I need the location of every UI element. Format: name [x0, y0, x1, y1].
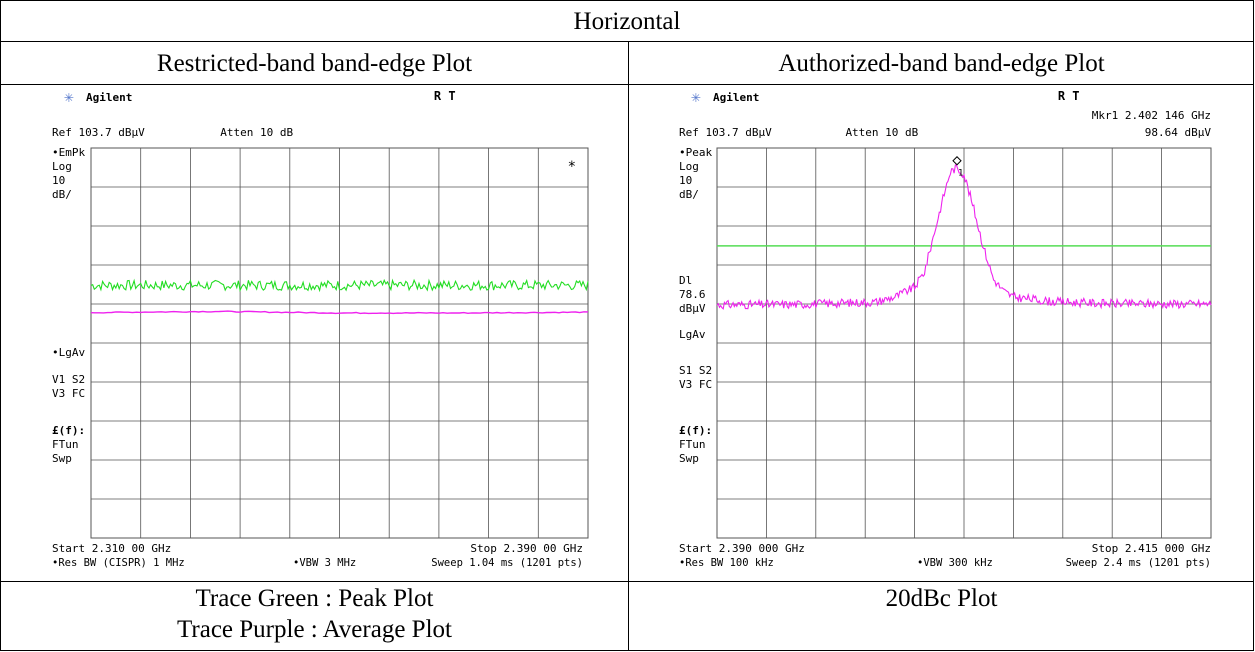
- left-column-header: Restricted-band band-edge Plot: [156, 50, 473, 77]
- side-label: •LgAv: [52, 346, 85, 359]
- side-label: V3 FC: [52, 387, 85, 400]
- side-label: 78.6: [679, 288, 706, 301]
- status-label: R T: [1058, 89, 1080, 103]
- agilent-logo-icon: ✳: [64, 87, 74, 106]
- brand-label: Agilent: [86, 91, 132, 104]
- side-label: Dl: [679, 274, 692, 287]
- footer-peak-note: Trace Green : Peak Plot: [195, 585, 434, 612]
- ref-level-label: Ref 103.7 dBµV: [52, 126, 145, 139]
- right-column-header: Authorized-band band-edge Plot: [778, 50, 1105, 77]
- atten-label: Atten 10 dB: [220, 126, 293, 139]
- side-label: Swp: [52, 452, 72, 465]
- peak-trace-line: [716, 164, 1212, 310]
- side-label: Log: [679, 160, 699, 173]
- side-label: 10: [52, 174, 65, 187]
- footer-average-note: Trace Purple : Average Plot: [177, 616, 452, 643]
- side-label: V1 S2: [52, 373, 85, 386]
- right-plot-cell: ✳ Agilent R T Ref 103.7 dBµV Atten 10 dB Mkr1…: [629, 85, 1254, 581]
- sweep-time-label: Sweep 2.4 ms (1201 pts): [1066, 557, 1211, 569]
- side-label: dBµV: [679, 302, 706, 315]
- marker-level-label: 98.64 dBµV: [1145, 126, 1212, 139]
- side-label: FTun: [52, 438, 79, 451]
- resolution-bandwidth-label: •Res BW 100 kHz: [679, 557, 774, 569]
- sweep-time-label: Sweep 1.04 ms (1201 pts): [431, 557, 583, 569]
- agilent-logo-icon: ✳: [691, 87, 701, 106]
- side-label: 10: [679, 174, 692, 187]
- ref-level-label: Ref 103.7 dBµV: [679, 126, 772, 139]
- stop-frequency-label: Stop 2.415 000 GHz: [1092, 542, 1211, 555]
- video-bandwidth-label: •VBW 3 MHz: [293, 557, 356, 569]
- side-label: dB/: [52, 188, 72, 201]
- side-label: V3 FC: [679, 378, 712, 391]
- table-title: Horizontal: [573, 8, 681, 35]
- marker-diamond-icon: [952, 156, 962, 166]
- video-bandwidth-label: •VBW 300 kHz: [917, 557, 993, 569]
- authorized-band-plot: ✳ Agilent R T Ref 103.7 dBµV Atten 10 dB Mkr1…: [679, 87, 1212, 569]
- side-label: £(f):: [52, 424, 85, 437]
- atten-label: Atten 10 dB: [845, 126, 918, 139]
- stop-frequency-label: Stop 2.390 00 GHz: [470, 542, 583, 555]
- marker-asterisk-label: *: [568, 159, 576, 175]
- average-trace-line: [90, 310, 589, 315]
- marker-frequency-label: Mkr1 2.402 146 GHz: [1092, 109, 1211, 122]
- left-plot-cell: ✳ Agilent R T Ref 103.7 dBµV Atten 10 dB •EmP…: [1, 85, 628, 581]
- header-row: Restricted-band band-edge Plot Authorize…: [1, 42, 1253, 85]
- restricted-band-plot: ✳ Agilent R T Ref 103.7 dBµV Atten 10 dB •EmP…: [52, 87, 589, 569]
- brand-label: Agilent: [713, 91, 759, 104]
- side-label: £(f):: [679, 424, 712, 437]
- status-label: R T: [434, 89, 456, 103]
- start-frequency-label: Start 2.310 00 GHz: [52, 542, 171, 555]
- start-frequency-label: Start 2.390 000 GHz: [679, 542, 805, 555]
- side-label: LgAv: [679, 328, 706, 341]
- peak-trace-line: [90, 278, 589, 293]
- footer-20dbc-note: 20dBc Plot: [885, 585, 998, 612]
- plot-row-divider: [1, 581, 1253, 582]
- resolution-bandwidth-label: •Res BW (CISPR) 1 MHz: [52, 557, 185, 569]
- column-divider: [628, 42, 629, 650]
- marker-number-label: 1: [958, 169, 963, 179]
- side-label: dB/: [679, 188, 699, 201]
- side-label: FTun: [679, 438, 706, 451]
- title-row: Horizontal: [1, 1, 1253, 42]
- side-label: •Peak: [679, 146, 712, 159]
- side-label: •EmPk: [52, 146, 85, 159]
- side-label: Log: [52, 160, 72, 173]
- side-label: S1 S2: [679, 364, 712, 377]
- side-label: Swp: [679, 452, 699, 465]
